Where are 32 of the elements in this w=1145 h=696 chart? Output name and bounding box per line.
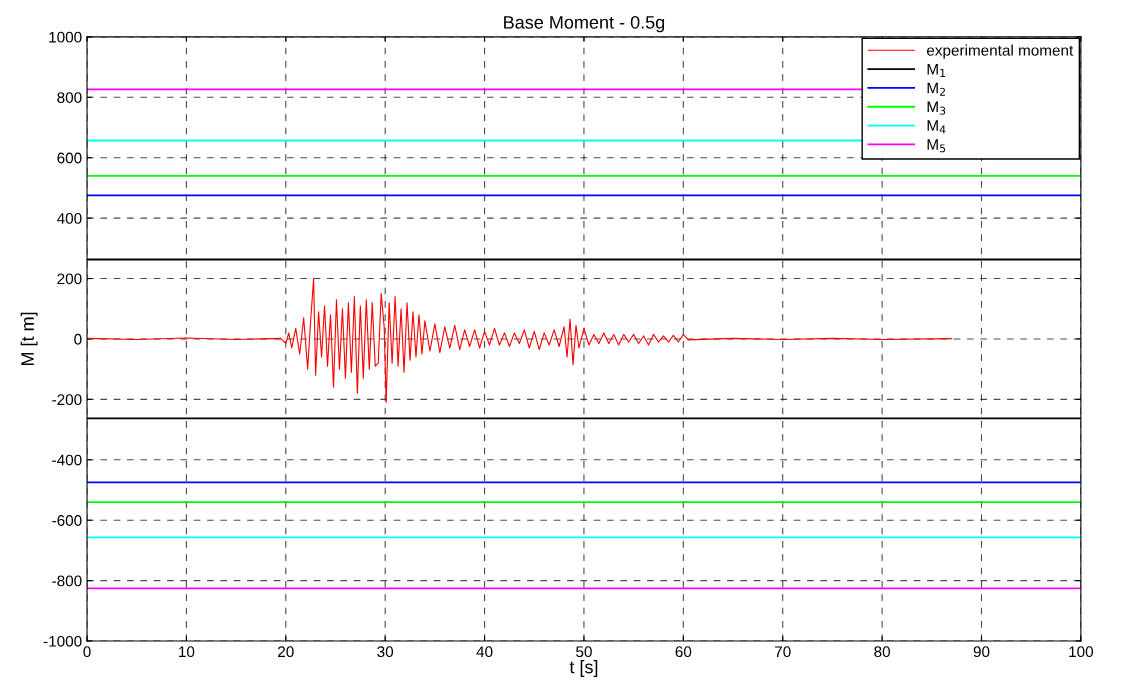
y-tick-label: -800 [52, 575, 82, 587]
chart-title: Base Moment - 0.5g [504, 15, 665, 33]
x-tick-label: 90 [973, 646, 990, 658]
y-tick-label: 200 [57, 273, 82, 285]
line-series [87, 277, 953, 403]
x-axis-title: t [s] [569, 660, 598, 677]
y-axis-title: M [t m] [20, 312, 38, 366]
y-tick-label: 800 [57, 92, 82, 103]
legend-label: experimental moment [927, 44, 1074, 59]
x-tick-label: 70 [775, 646, 791, 658]
y-tick-label: 1000 [49, 31, 82, 43]
legend-label: M$_{1}$ [927, 63, 946, 77]
x-tick-label: 100 [1069, 646, 1094, 658]
legend-label: M$_{4}$ [927, 120, 946, 134]
legend-label: M$_{3}$ [927, 101, 946, 115]
legend-label: M$_{2}$ [927, 82, 945, 96]
x-tick-label: 40 [476, 646, 493, 658]
x-tick-label: 30 [377, 646, 394, 658]
x-tick-label: 50 [576, 646, 592, 658]
y-tick-label: -400 [52, 454, 82, 466]
legend-label: M$_{5}$ [927, 139, 946, 153]
x-tick-label: 60 [675, 646, 692, 658]
y-tick-label: -200 [52, 394, 82, 406]
y-tick-label: 400 [57, 212, 82, 224]
x-tick-label: 0 [83, 646, 91, 658]
y-tick-label: -1000 [43, 635, 82, 647]
x-tick-label: 20 [278, 646, 294, 658]
x-tick-label: 10 [179, 646, 195, 658]
y-tick-label: 0 [74, 333, 82, 345]
y-tick-label: -600 [52, 515, 82, 526]
y-tick-label: 600 [57, 152, 82, 164]
x-tick-label: 80 [874, 646, 891, 658]
